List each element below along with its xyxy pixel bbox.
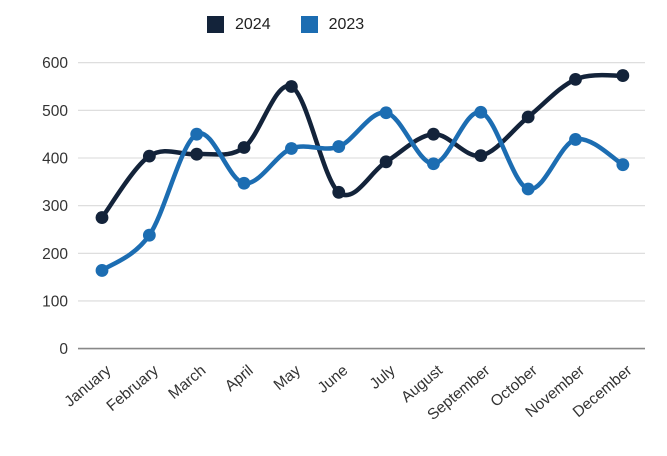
data-point-2023: [474, 105, 488, 119]
data-point-2024: [142, 149, 156, 163]
data-point-2024: [474, 149, 488, 163]
data-point-2023: [237, 176, 251, 190]
x-tick-label: March: [165, 362, 209, 403]
y-tick-label: 200: [42, 246, 68, 263]
legend-swatch-2024-icon: [207, 16, 224, 33]
data-point-2024: [332, 185, 346, 199]
data-point-2024: [427, 127, 440, 141]
x-tick-label: May: [271, 362, 305, 394]
legend-item-2023: 2023: [300, 15, 365, 33]
data-point-2024: [616, 69, 630, 82]
series-line-2024: [99, 72, 626, 220]
data-point-2023: [95, 264, 109, 277]
data-point-2024: [285, 80, 298, 93]
y-tick-label: 300: [42, 198, 68, 215]
data-point-2024: [190, 147, 204, 161]
chart-legend: 2024 2023: [207, 16, 364, 33]
x-tick-label: July: [367, 362, 399, 393]
legend-label-2024: 2024: [235, 15, 271, 33]
data-point-2024: [521, 110, 535, 124]
data-point-2023: [569, 133, 582, 146]
data-point-2023: [190, 127, 204, 141]
series-line-2023: [99, 110, 626, 273]
y-tick-label: 600: [42, 55, 68, 72]
y-tick-label: 0: [59, 341, 68, 358]
data-point-2023: [427, 157, 440, 171]
data-point-2023: [142, 228, 156, 242]
data-point-2023: [616, 158, 630, 172]
x-tick-label: February: [103, 362, 162, 415]
data-point-2024: [379, 155, 393, 169]
data-point-2023: [379, 106, 393, 120]
x-tick-label: June: [315, 362, 352, 397]
legend-label-2023: 2023: [328, 15, 365, 33]
legend-swatch-2023-icon: [300, 16, 318, 33]
y-tick-label: 400: [42, 151, 68, 168]
data-point-2023: [285, 142, 298, 155]
legend-item-2024: 2024: [207, 16, 271, 33]
y-tick-label: 500: [42, 103, 68, 120]
y-tick-label: 100: [42, 293, 68, 310]
data-point-2024: [569, 72, 582, 86]
data-point-2023: [521, 182, 535, 196]
data-point-2023: [332, 140, 346, 153]
data-point-2024: [237, 141, 251, 154]
data-point-2024: [95, 211, 109, 224]
x-tick-label: April: [222, 362, 257, 395]
